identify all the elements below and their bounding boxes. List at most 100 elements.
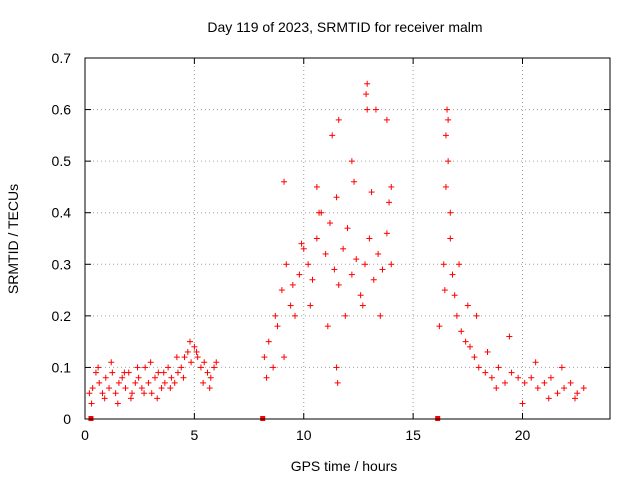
data-point — [188, 359, 195, 366]
data-point — [377, 312, 384, 319]
data-point — [331, 266, 338, 273]
data-point — [488, 374, 495, 381]
data-point — [366, 235, 373, 242]
data-point — [171, 379, 178, 386]
data-point — [106, 385, 113, 392]
data-point — [506, 333, 513, 340]
data-point — [129, 390, 136, 397]
data-point — [364, 80, 371, 87]
data-point — [471, 354, 478, 361]
data-point — [445, 158, 452, 165]
data-point — [442, 183, 449, 190]
data-point — [351, 178, 358, 185]
data-point — [281, 178, 288, 185]
data-point — [274, 323, 281, 330]
chart-title: Day 119 of 2023, SRMTID for receiver mal… — [207, 19, 482, 35]
data-point — [138, 385, 145, 392]
data-point — [145, 379, 152, 386]
data-point — [453, 312, 460, 319]
data-point — [442, 132, 449, 139]
data-point — [368, 189, 375, 196]
data-point — [333, 364, 340, 371]
data-point — [567, 379, 574, 386]
data-point — [191, 343, 198, 350]
data-point — [357, 292, 364, 299]
data-point — [445, 116, 452, 123]
data-point — [173, 354, 180, 361]
y-tick-label: 0.6 — [52, 102, 72, 118]
data-point — [335, 281, 342, 288]
data-point — [272, 312, 279, 319]
data-point — [197, 364, 204, 371]
data-point — [122, 385, 129, 392]
data-point — [283, 261, 290, 268]
data-point — [528, 374, 535, 381]
data-point — [508, 369, 515, 376]
data-point — [155, 369, 162, 376]
data-point — [148, 390, 155, 397]
data-point — [102, 374, 109, 381]
data-point — [348, 271, 355, 278]
data-point — [558, 364, 565, 371]
data-point — [168, 374, 175, 381]
data-point — [580, 385, 587, 392]
data-point — [108, 359, 115, 366]
y-tick-label: 0 — [63, 411, 71, 427]
data-point — [300, 245, 307, 252]
y-tick-label: 0.5 — [52, 153, 72, 169]
y-tick-label: 0.1 — [52, 359, 72, 375]
data-point — [211, 364, 218, 371]
data-point — [572, 395, 578, 402]
data-point — [484, 348, 491, 355]
x-tick-label: 5 — [190, 427, 198, 443]
data-point — [364, 106, 371, 113]
data-point — [109, 369, 116, 376]
data-point — [329, 132, 336, 139]
data-point — [281, 354, 288, 361]
y-tick-labels: 0 0.1 0.2 0.3 0.4 0.5 0.6 0.7 — [52, 50, 72, 427]
data-point — [375, 250, 382, 257]
data-point — [383, 116, 390, 123]
data-point — [370, 276, 377, 283]
data-point — [307, 302, 314, 309]
data-point — [388, 261, 395, 268]
data-point — [467, 343, 473, 350]
data-point — [134, 364, 141, 371]
data-point — [112, 390, 119, 397]
data-point — [440, 261, 447, 268]
data-point — [495, 364, 502, 371]
data-point — [464, 302, 471, 309]
data-point — [289, 281, 296, 288]
data-point — [388, 183, 395, 190]
x-tick-label: 10 — [296, 427, 312, 443]
data-point — [152, 374, 158, 381]
data-point — [95, 364, 102, 371]
data-point — [194, 354, 201, 361]
data-point — [561, 385, 568, 392]
data-point — [305, 261, 312, 268]
data-point — [193, 348, 200, 355]
data-point — [292, 312, 298, 319]
data-point — [265, 338, 272, 345]
data-point — [278, 287, 285, 294]
data-point — [449, 271, 456, 278]
data-point — [165, 364, 172, 371]
data-point — [515, 374, 522, 381]
data-point — [115, 379, 122, 386]
data-point — [482, 369, 489, 376]
data-point — [458, 328, 465, 335]
data-point — [324, 323, 331, 330]
data-point — [161, 379, 168, 386]
y-tick-label: 0.7 — [52, 50, 72, 66]
data-point — [88, 400, 95, 407]
data-point — [383, 230, 390, 237]
data-point — [344, 225, 351, 232]
data-point — [444, 106, 451, 113]
data-point — [363, 91, 370, 98]
data-point — [313, 183, 320, 190]
data-point — [316, 209, 323, 216]
data-point — [181, 354, 188, 361]
data-point — [447, 235, 454, 242]
data-point — [541, 379, 548, 386]
